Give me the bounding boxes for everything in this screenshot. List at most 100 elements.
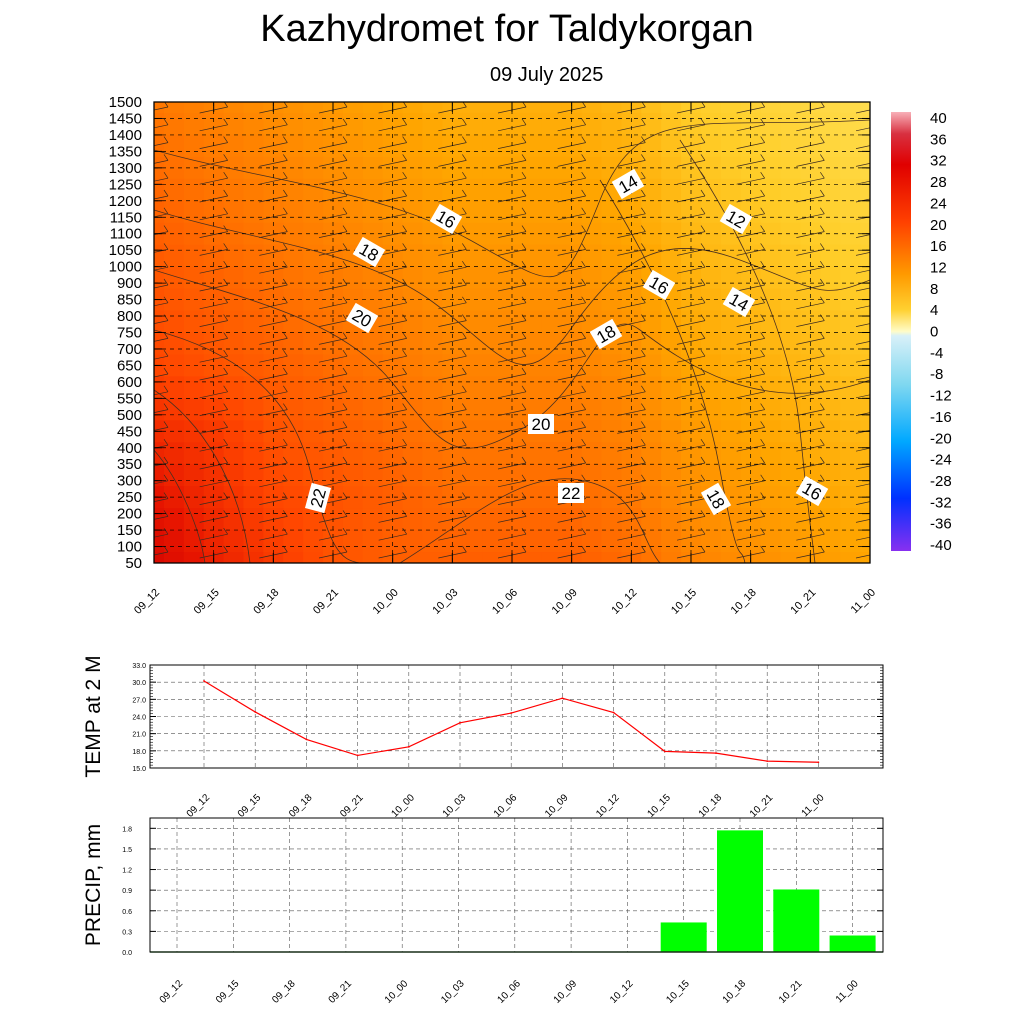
heatmap-cell (681, 288, 702, 312)
wind-barb-flag (223, 136, 228, 143)
wind-barb-flag (223, 296, 228, 303)
heatmap-cell (482, 310, 504, 334)
heatmap-cell (263, 332, 285, 356)
wind-barb-flag (880, 119, 884, 125)
heatmap-cell (243, 134, 265, 158)
heatmap-cell (342, 112, 364, 136)
wind-barb-flag (163, 172, 169, 179)
heatmap-cell (840, 222, 862, 246)
wind-barb (855, 536, 870, 541)
wind-barb-flag (462, 403, 467, 410)
wind-barb (557, 160, 586, 167)
wind-barb-flag (163, 225, 169, 232)
heatmap-cell (283, 288, 305, 312)
contour-label-bg (528, 414, 554, 434)
wind-barb-flag (521, 492, 527, 499)
wind-barb-flag (163, 136, 169, 143)
heatmap-cell (482, 134, 504, 158)
heatmap-cell (382, 134, 404, 158)
wind-barb-flag (283, 261, 288, 268)
wind-barb-flag (880, 510, 884, 516)
heatmap-cell (283, 200, 305, 224)
wind-barb-flag (163, 154, 169, 161)
heatmap-cell (203, 200, 225, 224)
heatmap-x-tick-label: 10_00 (371, 587, 401, 617)
wind-barb-flag (402, 545, 407, 553)
wind-barb (497, 249, 527, 256)
wind-barb-flag (820, 314, 825, 321)
wind-barb-flag (283, 314, 288, 321)
heatmap-cell (442, 530, 464, 554)
wind-barb-flag (820, 296, 825, 303)
heatmap-cell (243, 508, 265, 532)
wind-barb-flag (402, 207, 407, 214)
wind-barb-flag (223, 118, 228, 125)
heatmap-cell (720, 376, 742, 400)
heatmap-cell (243, 464, 265, 488)
wind-barb (154, 302, 169, 307)
wind-barb-flag (283, 243, 288, 250)
wind-barb-flag (343, 102, 348, 108)
wind-barb-flag (462, 261, 467, 268)
wind-barb-flag (223, 172, 228, 179)
heatmap-cell (581, 222, 603, 246)
heatmap-cell (700, 288, 722, 312)
contour-label-bg (700, 482, 732, 516)
heatmap-cell (800, 398, 822, 422)
wind-barb (438, 391, 467, 399)
wind-barb (736, 160, 765, 167)
wind-barb-flag (641, 102, 646, 108)
heatmap-cell (661, 530, 683, 554)
wind-barb-flag (342, 207, 348, 214)
heatmap-cell (521, 134, 543, 158)
heatmap-cell (840, 156, 862, 180)
contour-label-bg (719, 203, 753, 235)
wind-barb-flag (283, 528, 288, 535)
wind-barb-flag (521, 474, 527, 481)
heatmap-cell (362, 486, 384, 510)
wind-barb (199, 249, 228, 256)
heatmap-cell (720, 332, 742, 356)
heatmap-cell (641, 354, 663, 378)
heatmap-cell (263, 178, 285, 202)
wind-barb-flag (163, 439, 169, 446)
heatmap-cell (482, 266, 504, 290)
heatmap-cell (541, 288, 563, 312)
heatmap-cell (661, 508, 683, 532)
heatmap-cell (581, 464, 603, 488)
precip-x-tick-label: 11_00 (834, 978, 861, 1005)
heatmap-cell (402, 200, 424, 224)
heatmap-cell (362, 102, 384, 114)
wind-barb-flag (402, 243, 407, 250)
wind-barb-flag (880, 475, 884, 481)
heatmap-cell (780, 508, 802, 532)
wind-barb-flag (402, 528, 407, 535)
wind-barb-flag (760, 118, 765, 125)
wind-barb-flag (820, 189, 825, 197)
heatmap-cell (541, 134, 563, 158)
precip-y-tick-label: 0.3 (122, 929, 132, 936)
heatmap-cell (840, 508, 862, 532)
heatmap-cell (661, 112, 683, 136)
contour-line (399, 478, 661, 563)
wind-barb (378, 320, 407, 327)
heatmap-cell (541, 200, 563, 224)
temp-point (407, 745, 410, 748)
contour-label-bg (352, 236, 386, 268)
wind-barb (154, 195, 169, 200)
wind-barb-flag (760, 207, 765, 214)
wind-barb-flag (223, 154, 228, 161)
heatmap-cell (601, 354, 623, 378)
wind-barb-flag (760, 332, 765, 339)
wind-barb-flag (342, 172, 348, 179)
heatmap-cell (820, 178, 842, 202)
precip-bar (829, 935, 876, 952)
heatmap-cell (422, 310, 444, 334)
heatmap-cell (462, 354, 484, 378)
heatmap-cell (820, 112, 842, 136)
wind-barb-flag (700, 385, 706, 392)
heatmap-cell (800, 530, 822, 554)
wind-barb (199, 498, 228, 505)
heatmap-cell (681, 398, 702, 422)
temp-y-tick-label: 30.0 (132, 680, 146, 687)
